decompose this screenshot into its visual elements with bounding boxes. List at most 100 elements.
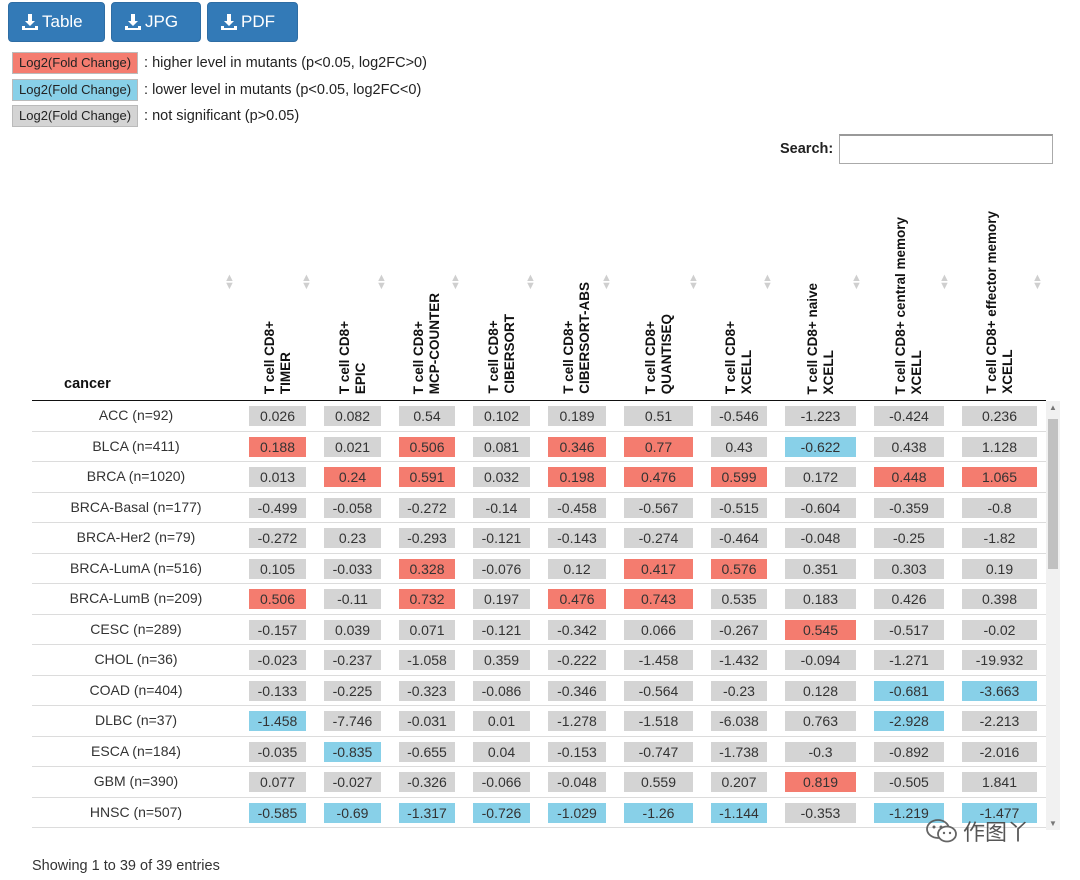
column-header-line: TIMER: [277, 352, 293, 394]
value-cell: 0.19: [962, 558, 1037, 579]
value-cell: -1.458: [624, 650, 693, 670]
value-cell: -1.458: [249, 711, 306, 731]
search-input[interactable]: [839, 134, 1054, 164]
column-header-cancer[interactable]: cancer: [64, 376, 111, 392]
table-row: GBM (n=390) 0.077 -0.027 -0.326 -0.066 -0.048…: [32, 767, 1046, 798]
value-cell: -0.02: [962, 619, 1037, 640]
value-cell: 0.24: [324, 467, 381, 487]
value-cell: -0.622: [785, 436, 856, 457]
value-cell: -1.029: [548, 802, 606, 823]
column-header-line: T cell CD8+: [261, 320, 277, 394]
column-header-5[interactable]: T cell CD8+ CIBERSORT-ABS ▲ ▼: [539, 164, 615, 400]
sort-icon[interactable]: ▲ ▼: [688, 272, 699, 292]
value-cell: 0.599: [711, 467, 767, 487]
column-header-9[interactable]: T cell CD8+ central memory XCELL ▲ ▼: [865, 164, 953, 400]
legend-row-ns: Log2(Fold Change) : not significant (p>0…: [12, 103, 427, 130]
value-cell: -0.499: [249, 497, 306, 518]
value-cell: 0.197: [473, 589, 530, 609]
cancer-cell: BRCA-Basal (n=177): [70, 498, 202, 515]
value-cell: 0.359: [473, 650, 530, 670]
value-cell: 0.426: [874, 589, 944, 609]
sort-icon[interactable]: ▲ ▼: [939, 272, 950, 292]
column-header-label: T cell CD8+ XCELL: [723, 321, 755, 394]
value-cell: 0.398: [962, 589, 1037, 609]
value-cell: 0.576: [711, 558, 767, 579]
download-icon: [221, 14, 237, 30]
download-table-label: Table: [42, 12, 83, 31]
sort-icon[interactable]: ▲ ▼: [851, 272, 862, 292]
value-cell: -0.835: [324, 741, 381, 762]
value-cell: 0.01: [473, 711, 530, 731]
scroll-down-icon[interactable]: ▼: [1049, 819, 1057, 828]
table-scrollbar[interactable]: ▲ ▼: [1046, 401, 1060, 830]
table-header: cancer ▲ ▼ T cell CD8+ TIMER ▲ ▼ T cell CD8+ EPI…: [32, 164, 1046, 401]
download-table-button[interactable]: Table: [8, 2, 105, 42]
value-cell: 0.081: [473, 436, 530, 457]
scroll-up-icon[interactable]: ▲: [1049, 403, 1057, 412]
column-header-1[interactable]: T cell CD8+ TIMER ▲ ▼: [240, 164, 315, 400]
download-jpg-button[interactable]: JPG: [111, 2, 201, 42]
column-header-2[interactable]: T cell CD8+ EPIC ▲ ▼: [315, 164, 390, 400]
column-header-7[interactable]: T cell CD8+ XCELL ▲ ▼: [702, 164, 776, 400]
sort-icon[interactable]: ▲ ▼: [1032, 272, 1043, 292]
value-cell: -1.738: [711, 741, 767, 762]
value-cell: 0.12: [548, 558, 606, 579]
value-cell: -0.066: [473, 772, 530, 792]
column-header-line: T cell CD8+: [411, 320, 426, 394]
cancer-cell: HNSC (n=507): [89, 803, 183, 820]
value-cell: 0.198: [548, 467, 606, 487]
table-row: ESCA (n=184) -0.035 -0.835 -0.655 0.04 -0.153…: [32, 737, 1046, 767]
value-cell: -0.157: [249, 619, 306, 640]
sort-icon[interactable]: ▲ ▼: [376, 272, 387, 292]
value-cell: -0.505: [874, 772, 944, 792]
column-header-line: XCELL: [739, 349, 754, 394]
column-header-8[interactable]: T cell CD8+ naive XCELL ▲ ▼: [776, 164, 865, 400]
column-header-label: T cell CD8+ EPIC: [337, 321, 369, 394]
sort-icon[interactable]: ▲ ▼: [525, 272, 536, 292]
value-cell: -0.031: [399, 711, 455, 731]
cancer-cell: ACC (n=92): [98, 407, 174, 423]
column-header-6[interactable]: T cell CD8+ QUANTISEQ ▲ ▼: [615, 164, 702, 400]
table-row: DLBC (n=37) -1.458 -7.746 -0.031 0.01 -1.278-…: [32, 706, 1046, 737]
value-cell: 0.021: [324, 436, 381, 457]
column-header-10[interactable]: T cell CD8+ effector memory XCELL ▲ ▼: [953, 164, 1046, 400]
value-cell: -0.11: [324, 589, 381, 609]
value-cell: 0.732: [399, 589, 455, 609]
value-cell: 0.535: [711, 589, 767, 609]
table-row: HNSC-HPV- (n=412)-0.339-0.212-0.375-0.40…: [32, 828, 1046, 830]
table-row: BLCA (n=411) 0.188 0.021 0.506 0.081 0.346 0.7…: [32, 432, 1046, 462]
value-cell: 0.026: [249, 406, 306, 426]
column-header-4[interactable]: T cell CD8+ CIBERSORT ▲ ▼: [464, 164, 539, 400]
column-header-3[interactable]: T cell CD8+ MCP-COUNTER ▲ ▼: [390, 164, 464, 400]
sort-icon[interactable]: ▲ ▼: [762, 272, 773, 292]
column-header-line: T cell CD8+: [336, 320, 352, 394]
value-cell: 0.54: [399, 406, 455, 426]
download-pdf-button[interactable]: PDF: [207, 2, 298, 42]
value-cell: -0.222: [548, 650, 606, 670]
value-cell: -1.223: [785, 406, 856, 426]
sort-icon[interactable]: ▲ ▼: [224, 272, 235, 292]
column-header-line: T cell CD8+: [485, 320, 501, 394]
value-cell: 0.743: [624, 589, 693, 609]
sort-icon[interactable]: ▲ ▼: [301, 272, 312, 292]
column-header-line: EPIC: [352, 362, 368, 394]
sort-icon[interactable]: ▲ ▼: [601, 272, 612, 292]
value-cell: -0.892: [874, 741, 944, 762]
cancer-cell: BRCA-Her2 (n=79): [76, 529, 196, 545]
value-cell: -0.143: [548, 528, 606, 548]
table-row: BRCA-LumB (n=209) 0.506 -0.11 0.732 0.197 0.4…: [32, 584, 1046, 615]
cancer-cell: CESC (n=289): [90, 620, 182, 637]
value-cell: 0.188: [249, 436, 306, 457]
value-cell: -1.518: [624, 711, 693, 731]
column-header-label: T cell CD8+ naive XCELL: [805, 283, 837, 394]
table-body[interactable]: ACC (n=92) 0.026 0.082 0.54 0.102 0.189 0.51 -0…: [32, 401, 1062, 830]
search-label: Search:: [780, 141, 834, 157]
value-cell: 0.346: [548, 436, 606, 457]
value-cell: 0.071: [399, 619, 455, 640]
value-cell: -1.219: [874, 802, 944, 823]
scroll-thumb[interactable]: [1048, 419, 1058, 569]
wechat-icon: [926, 819, 957, 843]
value-cell: -0.567: [624, 497, 693, 518]
table-row: CHOL (n=36) -0.023 -0.237 -1.058 0.359 -0.222…: [32, 645, 1046, 676]
sort-icon[interactable]: ▲ ▼: [450, 272, 461, 292]
